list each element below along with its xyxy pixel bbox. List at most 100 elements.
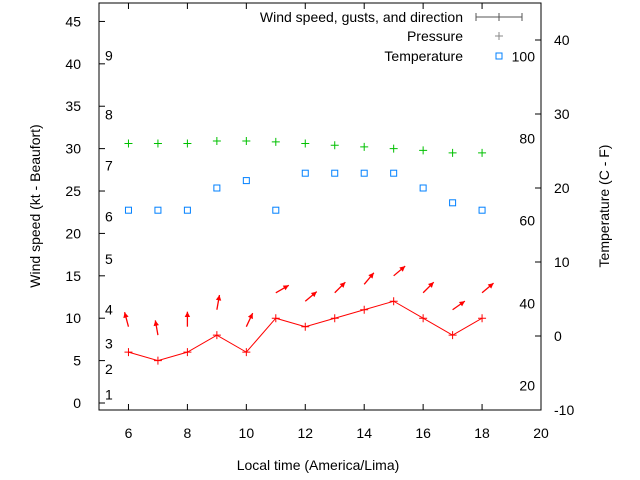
fahrenheit-label: 80	[519, 130, 535, 146]
beaufort-label: 7	[105, 158, 113, 174]
fahrenheit-label: 40	[519, 295, 535, 311]
y2-tick-label: 10	[554, 254, 570, 270]
legend-wind-sample	[475, 13, 523, 21]
y2-tick-label: 40	[554, 32, 570, 48]
wind-speed-point	[389, 297, 398, 306]
wind-direction-arrowhead	[215, 294, 222, 301]
x-tick-label: 12	[297, 425, 313, 441]
x-tick-label: 20	[533, 425, 549, 441]
wind-speed-point	[242, 348, 251, 357]
temperature-point	[301, 169, 309, 177]
wind-direction-arrowhead	[399, 266, 406, 272]
y-tick-label: 20	[65, 225, 81, 241]
y2-tick-label: 0	[554, 328, 562, 344]
wind-direction-arrowhead	[153, 320, 159, 327]
y2-tick-label: -10	[554, 402, 574, 418]
wind-speed-point	[360, 305, 369, 314]
beaufort-label: 9	[105, 47, 113, 63]
wind-direction-arrowhead	[339, 282, 346, 288]
pressure-point	[419, 146, 428, 155]
legend-temperature-label: Temperature	[384, 48, 463, 64]
y-tick-label: 45	[65, 13, 81, 29]
legend-wind-label: Wind speed, gusts, and direction	[260, 9, 463, 25]
wind-speed-point	[124, 348, 133, 357]
temperature-point	[124, 206, 132, 214]
y-tick-label: 0	[73, 395, 81, 411]
beaufort-label: 2	[105, 361, 113, 377]
wind-speed-line	[128, 300, 483, 362]
pressure-point	[448, 148, 457, 157]
pressure-point	[478, 148, 487, 157]
wind-direction-arrowhead	[458, 301, 465, 307]
pressure-point	[183, 139, 192, 148]
fahrenheit-label: 100	[512, 48, 536, 64]
temperature-point	[272, 206, 280, 214]
wind-direction-arrowhead	[428, 282, 434, 288]
wind-speed-point	[271, 314, 280, 323]
beaufort-label: 4	[105, 302, 113, 318]
wind-direction-arrowhead	[247, 313, 253, 320]
beaufort-label: 5	[105, 251, 113, 267]
wind-direction-arrowhead	[487, 283, 494, 289]
wind-speed-point	[212, 331, 221, 340]
temperature-point	[213, 184, 221, 192]
wind-speed-point	[153, 356, 162, 365]
beaufort-label: 8	[105, 107, 113, 123]
fahrenheit-label: 60	[519, 213, 535, 229]
y-axis-label: Wind speed (kt - Beaufort)	[27, 124, 43, 287]
x-tick-label: 18	[474, 425, 490, 441]
x-tick-label: 14	[356, 425, 372, 441]
x-axis-label: Local time (America/Lima)	[237, 457, 400, 473]
wind-direction-arrowhead	[310, 291, 317, 298]
pressure-point	[271, 137, 280, 146]
pressure-point	[301, 139, 310, 148]
wind-direction-arrowhead	[282, 285, 289, 291]
wind-direction-arrowhead	[368, 272, 374, 279]
x-tick-label: 6	[125, 425, 133, 441]
temperature-point	[360, 169, 368, 177]
legend-pressure-sample	[495, 32, 503, 40]
temperature-point	[449, 199, 457, 207]
pressure-point	[389, 144, 398, 153]
y-tick-label: 5	[73, 353, 81, 369]
wind-speed-point	[330, 314, 339, 323]
temperature-point	[390, 169, 398, 177]
pressure-point	[242, 136, 251, 145]
pressure-point	[124, 139, 133, 148]
wind-direction-arrowhead	[123, 312, 129, 319]
temperature-point	[419, 184, 427, 192]
wind-speed-point	[478, 314, 487, 323]
temperature-point	[478, 206, 486, 214]
y-tick-label: 35	[65, 98, 81, 114]
y-tick-label: 30	[65, 141, 81, 157]
fahrenheit-label: 20	[519, 378, 535, 394]
wind-speed-point	[183, 348, 192, 357]
x-tick-label: 8	[184, 425, 192, 441]
y-tick-label: 10	[65, 310, 81, 326]
temperature-point	[331, 169, 339, 177]
pressure-point	[212, 136, 221, 145]
y2-tick-label: 30	[554, 106, 570, 122]
y2-tick-label: 20	[554, 180, 570, 196]
legend-pressure-label: Pressure	[407, 28, 463, 44]
wind-speed-point	[419, 314, 428, 323]
temperature-point	[242, 177, 250, 185]
temperature-point	[183, 206, 191, 214]
y-tick-label: 25	[65, 183, 81, 199]
beaufort-label: 6	[105, 208, 113, 224]
x-tick-label: 16	[415, 425, 431, 441]
beaufort-label: 3	[105, 336, 113, 352]
legend-temperature-sample	[495, 52, 503, 60]
temperature-point	[154, 206, 162, 214]
y2-axis-label: Temperature (C - F)	[596, 145, 612, 268]
y-tick-label: 40	[65, 56, 81, 72]
pressure-point	[330, 141, 339, 150]
pressure-point	[153, 139, 162, 148]
pressure-point	[360, 142, 369, 151]
wind-speed-point	[301, 322, 310, 331]
wind-speed-point	[448, 331, 457, 340]
wind-direction-arrowhead	[184, 311, 191, 318]
y-tick-label: 15	[65, 268, 81, 284]
beaufort-label: 1	[105, 387, 113, 403]
